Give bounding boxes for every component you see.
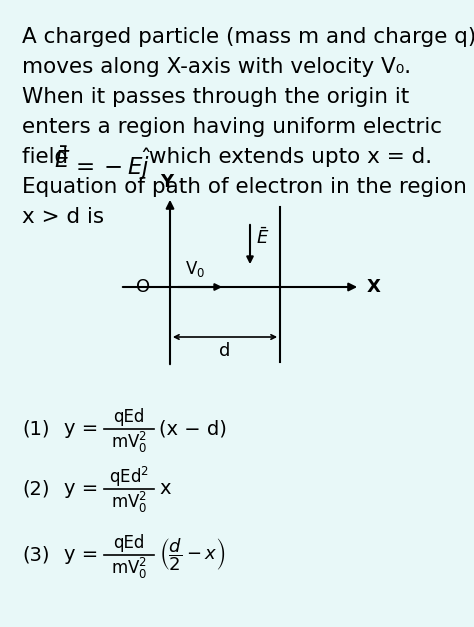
Text: mV$_0^2$: mV$_0^2$ xyxy=(111,490,147,515)
Text: X: X xyxy=(367,278,381,296)
Text: (2): (2) xyxy=(22,480,49,498)
Text: y =: y = xyxy=(64,419,98,438)
Text: $\bar{E}$: $\bar{E}$ xyxy=(54,147,71,172)
Text: d: d xyxy=(219,342,231,360)
Text: y =: y = xyxy=(64,480,98,498)
Text: which extends upto x = d.: which extends upto x = d. xyxy=(142,147,432,167)
Text: When it passes through the origin it: When it passes through the origin it xyxy=(22,87,409,107)
Text: field: field xyxy=(22,147,75,167)
Text: enters a region having uniform electric: enters a region having uniform electric xyxy=(22,117,442,137)
Text: $\bar{E}$: $\bar{E}$ xyxy=(256,227,269,248)
Text: A charged particle (mass m and charge q): A charged particle (mass m and charge q) xyxy=(22,27,474,47)
Text: qEd: qEd xyxy=(113,408,145,426)
Text: x > d is: x > d is xyxy=(22,207,104,227)
Text: (3): (3) xyxy=(22,545,49,564)
Text: y =: y = xyxy=(64,545,98,564)
Text: mV$_0^2$: mV$_0^2$ xyxy=(111,429,147,455)
Text: x: x xyxy=(159,480,171,498)
Text: moves along X-axis with velocity V₀.: moves along X-axis with velocity V₀. xyxy=(22,57,411,77)
Text: $\left(\dfrac{d}{2} - x\right)$: $\left(\dfrac{d}{2} - x\right)$ xyxy=(159,537,226,573)
Text: qEd: qEd xyxy=(113,534,145,552)
Text: Equation of path of electron in the region: Equation of path of electron in the regi… xyxy=(22,177,467,197)
Text: (1): (1) xyxy=(22,419,49,438)
Text: Y: Y xyxy=(160,173,173,191)
Text: $= -E\hat{j}$: $= -E\hat{j}$ xyxy=(71,147,151,182)
Text: O: O xyxy=(136,278,150,296)
Text: V$_0$: V$_0$ xyxy=(185,259,205,279)
Text: mV$_0^2$: mV$_0^2$ xyxy=(111,556,147,581)
Text: (x − d): (x − d) xyxy=(159,419,227,438)
Text: qEd$^2$: qEd$^2$ xyxy=(109,465,149,489)
